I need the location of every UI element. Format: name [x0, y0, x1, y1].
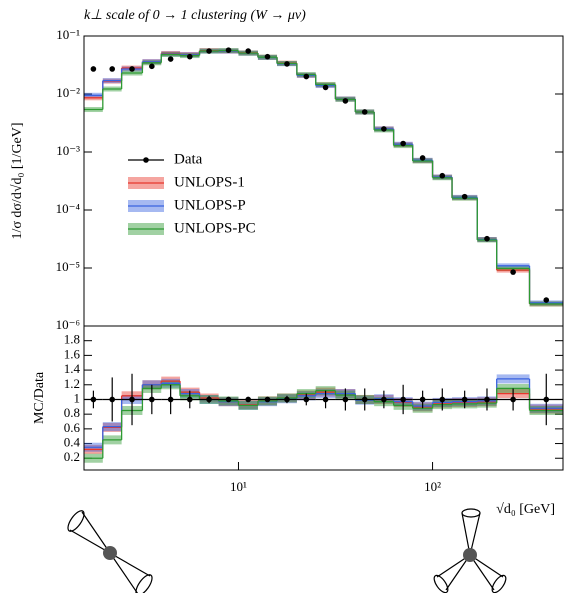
data-point [129, 396, 135, 403]
legend-label: UNLOPS-P [174, 197, 246, 213]
y-tick-label: 10⁻⁴ [56, 201, 81, 216]
data-point [461, 396, 468, 403]
data-point [381, 396, 387, 403]
data-point [206, 48, 212, 54]
legend-swatch [143, 157, 149, 163]
data-point [419, 396, 426, 403]
y-tick-label: 1.8 [64, 332, 80, 347]
data-point [543, 396, 550, 403]
y-tick-label: 10⁻⁶ [56, 317, 80, 332]
y-tick-label: 10⁻¹ [56, 27, 80, 42]
data-point [109, 66, 116, 72]
y-tick-label: 1.2 [64, 376, 80, 391]
y-tick-label: 10⁻³ [56, 143, 80, 158]
y-tick-label: 0.4 [64, 435, 81, 450]
y-tick-label: 10⁻⁵ [56, 259, 80, 274]
data-point [303, 73, 310, 80]
data-point [303, 396, 310, 403]
y-tick-label: 1 [74, 390, 81, 405]
data-point [90, 396, 97, 403]
y-axis-label: 1/σ dσ/d√d₀ [1/GeV] [10, 122, 25, 239]
y-tick-label: 0.8 [64, 405, 80, 420]
data-point [439, 396, 446, 403]
data-point [245, 48, 252, 54]
data-point [245, 396, 252, 403]
y-tick-label: 0.2 [64, 449, 80, 464]
data-point [361, 109, 368, 115]
data-point [206, 396, 212, 403]
data-point [484, 235, 490, 242]
ratio-y-axis-label: MC/Data [32, 371, 47, 424]
diagram-two-jet [67, 510, 153, 593]
y-tick-label: 1.4 [64, 361, 81, 376]
data-point [439, 172, 446, 179]
data-point [167, 56, 174, 62]
x-tick-label: 10² [424, 479, 441, 494]
data-point [461, 193, 468, 200]
y-tick-label: 0.6 [64, 420, 81, 435]
data-point [149, 396, 155, 403]
data-point [129, 66, 135, 72]
diagram-three-jet [433, 508, 507, 593]
data-point [510, 396, 516, 403]
data-point [510, 269, 516, 275]
data-point [109, 396, 116, 403]
legend-label: UNLOPS-PC [174, 220, 256, 236]
data-point [284, 61, 290, 67]
data-point [186, 396, 193, 403]
chart-title: k⊥ scale of 0 → 1 clustering (W → μν) [84, 8, 306, 23]
data-point [400, 140, 406, 147]
data-point [381, 126, 387, 132]
data-point [264, 53, 271, 60]
data-point [543, 297, 550, 303]
plot-area: 10⁻¹ 10⁻² 10⁻³ 10⁻⁴ 10⁻⁵ 10⁻⁶ 0.20.40.60.811.2… [56, 27, 563, 494]
y-tick-label: 1.6 [64, 346, 81, 361]
data-point [484, 396, 490, 403]
data-point [225, 396, 232, 403]
data-point [419, 155, 426, 161]
data-point [264, 396, 271, 403]
data-point [90, 66, 97, 72]
data-point [322, 84, 329, 91]
y-tick-label: 10⁻² [56, 85, 80, 100]
data-point [400, 396, 406, 403]
data-point [186, 53, 193, 60]
data-point [149, 63, 155, 70]
ratio-frame [83, 325, 564, 471]
data-point [322, 396, 329, 403]
x-axis-label: √d₀ [GeV] [496, 502, 555, 517]
data-point [167, 396, 174, 403]
data-point [284, 396, 290, 403]
legend-label: Data [174, 151, 203, 167]
data-point [342, 98, 349, 104]
data-point [361, 396, 368, 403]
data-point [342, 396, 349, 403]
data-point [225, 47, 232, 53]
x-tick-label: 10¹ [230, 479, 247, 494]
legend-label: UNLOPS-1 [174, 174, 245, 190]
